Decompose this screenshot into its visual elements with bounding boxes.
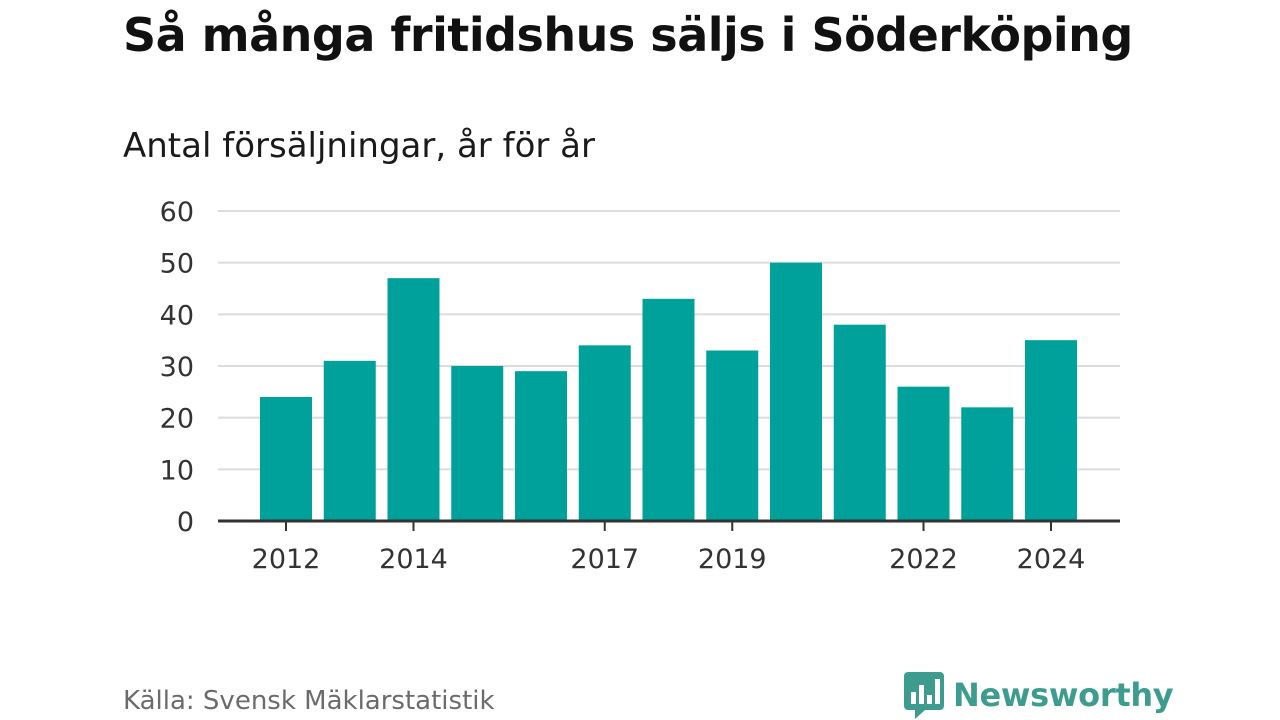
bar-2021 (833, 324, 886, 521)
chart-subtitle: Antal försäljningar, år för år (123, 126, 595, 166)
x-tick-label: 2024 (1017, 544, 1086, 575)
x-tick-label: 2022 (889, 544, 958, 575)
x-tick-label: 2014 (379, 544, 448, 575)
bar-2024 (1025, 340, 1077, 521)
y-tick-label: 10 (160, 455, 194, 486)
y-axis-tick-labels: 0 10 20 30 40 50 60 (160, 197, 194, 538)
x-tick-label: 2017 (570, 544, 639, 575)
source-note: Källa: Svensk Mäklarstatistik (123, 686, 495, 716)
bar-2017 (578, 345, 631, 521)
y-tick-label: 50 (160, 249, 194, 280)
chart-title: Så många fritidshus säljs i Söderköping (123, 8, 1133, 62)
y-tick-label: 60 (160, 197, 194, 228)
bar-2018 (642, 298, 695, 521)
brand-logo: Newsworthy (903, 670, 1174, 720)
bar-2020 (770, 262, 822, 521)
bar-2012 (260, 397, 312, 521)
bar-2022 (897, 386, 950, 521)
bar-2019 (706, 350, 759, 521)
brand-name: Newsworthy (953, 676, 1174, 714)
x-axis-tick-labels: 2012 2014 2017 2019 2022 2024 (252, 544, 1086, 575)
bars (260, 262, 1077, 521)
y-tick-label: 40 (160, 300, 194, 331)
bar-2013 (323, 360, 376, 521)
x-tick-label: 2012 (252, 544, 321, 575)
x-axis (218, 519, 1120, 531)
x-tick-label: 2019 (698, 544, 767, 575)
bar-2014 (387, 278, 440, 521)
y-tick-label: 20 (160, 404, 194, 435)
bar-2023 (961, 407, 1014, 521)
bar-2015 (451, 366, 504, 521)
y-tick-label: 0 (177, 507, 194, 538)
y-tick-label: 30 (160, 352, 194, 383)
bar-chart-speech-bubble-icon (904, 672, 944, 719)
bar-2016 (515, 371, 567, 521)
